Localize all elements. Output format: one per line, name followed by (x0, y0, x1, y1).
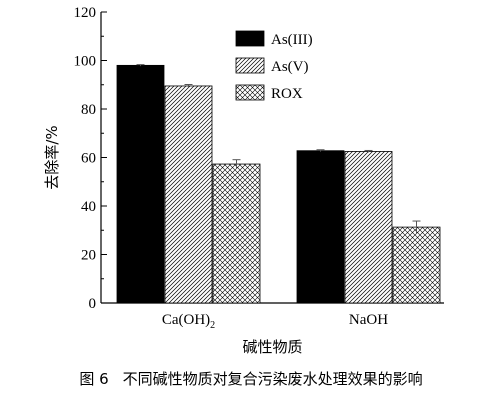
bar-crosshatch-0 (212, 163, 261, 304)
bars (116, 64, 441, 304)
legend-label: As(V) (271, 59, 309, 75)
axes: 0 20 40 60 80 100 120 Ca(OH)2 NaOH 碱性物质 去除率/% (43, 5, 444, 356)
bar-solid-1 (296, 150, 345, 304)
x-axis-title: 碱性物质 (242, 338, 302, 356)
y-tick-label: 20 (81, 248, 96, 264)
y-tick-label: 120 (74, 5, 97, 21)
y-tick-label: 80 (81, 102, 96, 118)
legend-swatch-crosshatch (235, 84, 265, 101)
bar-diagonal-0 (164, 85, 213, 304)
bar-solid-0 (116, 64, 165, 304)
y-tick-label: 0 (89, 296, 97, 312)
y-tick-label: 60 (81, 151, 96, 167)
legend-label: ROX (271, 86, 303, 102)
figure-caption: 图 6 不同碱性物质对复合污染废水处理效果的影响 (0, 368, 502, 389)
y-tick-label: 100 (74, 54, 97, 70)
y-axis-title: 去除率/% (43, 125, 61, 189)
legend-swatch-diagonal (235, 57, 265, 74)
figure-caption-text: 不同碱性物质对复合污染废水处理效果的影响 (122, 370, 423, 388)
legend-label: As(III) (271, 32, 313, 48)
bar-diagonal-1 (344, 151, 393, 304)
x-tick-label: NaOH (349, 312, 388, 328)
bar-crosshatch-1 (392, 226, 441, 304)
legend: As(III) As(V) ROX (235, 30, 313, 102)
y-tick-label: 40 (81, 199, 96, 215)
x-tick-label: Ca(OH)2 (162, 312, 215, 331)
legend-swatch-solid (235, 30, 265, 47)
figure-number: 图 6 (79, 370, 109, 388)
